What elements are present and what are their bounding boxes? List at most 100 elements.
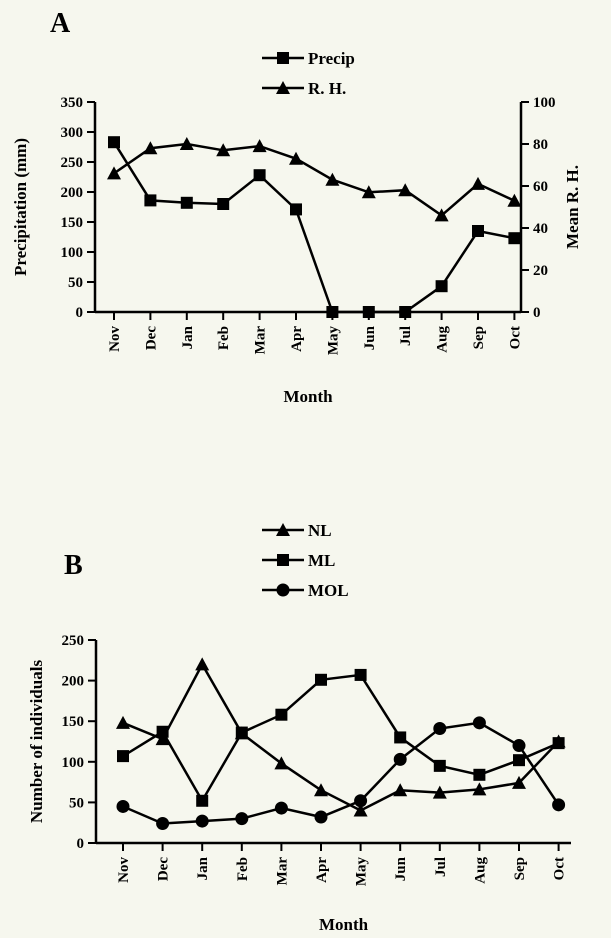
x-tick-label: Aug bbox=[472, 857, 488, 884]
data-point bbox=[435, 280, 448, 293]
legend-marker bbox=[277, 52, 289, 64]
legend: Precip R. H. bbox=[262, 49, 355, 98]
data-point bbox=[362, 306, 375, 318]
data-point bbox=[471, 176, 485, 190]
legend-label: R. H. bbox=[308, 79, 346, 98]
data-point bbox=[253, 169, 266, 182]
x-tick-label: Mar bbox=[274, 857, 290, 886]
x-tick-label: Mar bbox=[253, 326, 269, 355]
y2-tick-label: 80 bbox=[533, 137, 548, 153]
x-tick-label: Apr bbox=[314, 857, 330, 883]
x-tick-label: Nov bbox=[116, 857, 132, 883]
y-tick-label: 0 bbox=[76, 305, 84, 321]
data-point bbox=[180, 196, 193, 209]
data-point bbox=[472, 716, 486, 730]
data-point bbox=[196, 794, 209, 807]
x-tick-label: May bbox=[354, 857, 370, 887]
y-tick-label: 100 bbox=[61, 245, 84, 261]
x-tick-label: Feb bbox=[235, 857, 251, 881]
data-point bbox=[398, 183, 413, 197]
data-point bbox=[144, 194, 157, 207]
data-point bbox=[155, 732, 170, 746]
data-point bbox=[432, 785, 447, 799]
data-point bbox=[512, 775, 526, 789]
x-tick-label: May bbox=[325, 326, 341, 356]
y2-tick-label: 20 bbox=[533, 263, 548, 279]
y-tick-label: 50 bbox=[69, 795, 84, 811]
data-point bbox=[143, 141, 158, 155]
data-point bbox=[116, 799, 130, 813]
y-tick-label: 200 bbox=[61, 185, 84, 201]
y-axis-title: Number of individuals bbox=[27, 660, 46, 824]
data-point bbox=[275, 708, 288, 721]
data-point bbox=[326, 306, 339, 318]
legend-marker bbox=[277, 554, 289, 566]
x-tick-label: Jul bbox=[398, 326, 414, 346]
data-point bbox=[274, 756, 289, 770]
data-point bbox=[393, 783, 408, 797]
data-point bbox=[361, 185, 376, 199]
series-line bbox=[113, 142, 515, 217]
data-point bbox=[116, 715, 130, 729]
data-point bbox=[179, 137, 194, 150]
x-tick-label: Aug bbox=[435, 326, 451, 353]
x-tick-label: Sep bbox=[471, 326, 487, 349]
data-point bbox=[325, 172, 340, 186]
series-line bbox=[112, 141, 515, 314]
data-point bbox=[434, 208, 449, 222]
data-point bbox=[216, 143, 231, 157]
data-point bbox=[117, 750, 129, 763]
series-ml bbox=[117, 668, 565, 807]
data-point bbox=[156, 725, 169, 738]
y2-axis-title: Mean R. H. bbox=[563, 165, 582, 249]
x-tick-label: Jul bbox=[433, 857, 449, 877]
x-axis-title: Month bbox=[283, 387, 333, 406]
series-line bbox=[122, 721, 560, 825]
data-point bbox=[314, 810, 328, 824]
legend-marker bbox=[276, 583, 290, 597]
data-point bbox=[473, 768, 486, 781]
data-point bbox=[217, 198, 230, 210]
data-point bbox=[289, 151, 303, 165]
y-axis-title: Precipitation (mm) bbox=[11, 138, 30, 276]
data-point bbox=[107, 166, 121, 180]
data-point bbox=[195, 657, 210, 671]
data-point bbox=[552, 737, 565, 750]
legend-label: Precip bbox=[308, 49, 355, 68]
data-point bbox=[399, 306, 412, 318]
panel-letter: A bbox=[50, 8, 71, 39]
legend-label: ML bbox=[308, 551, 335, 570]
data-point bbox=[274, 801, 288, 815]
x-tick-label: Feb bbox=[216, 326, 232, 350]
data-point bbox=[512, 739, 526, 753]
y2-tick-label: 100 bbox=[533, 95, 556, 111]
legend-marker bbox=[276, 81, 290, 94]
data-point bbox=[252, 139, 267, 153]
data-point bbox=[314, 783, 328, 797]
data-point bbox=[315, 673, 327, 686]
data-point bbox=[108, 136, 120, 149]
y-tick-label: 200 bbox=[62, 674, 85, 690]
x-tick-label: Dec bbox=[156, 857, 172, 881]
x-tick-label: Nov bbox=[107, 326, 123, 352]
legend-label: NL bbox=[308, 521, 332, 540]
data-point bbox=[354, 668, 367, 681]
data-point bbox=[235, 812, 249, 826]
y-tick-label: 50 bbox=[68, 275, 83, 291]
data-point bbox=[156, 817, 170, 831]
y-tick-label: 150 bbox=[61, 215, 84, 231]
legend: NL ML MOL bbox=[262, 521, 349, 600]
data-point bbox=[513, 754, 525, 767]
y-tick-label: 250 bbox=[62, 633, 85, 649]
series-line bbox=[122, 673, 560, 804]
y-tick-label: 250 bbox=[61, 155, 84, 171]
y2-tick-label: 60 bbox=[533, 179, 548, 195]
panel-letter: B bbox=[64, 550, 83, 581]
data-point bbox=[472, 225, 484, 237]
x-tick-label: Dec bbox=[143, 326, 159, 350]
data-point bbox=[235, 726, 248, 739]
data-point bbox=[354, 794, 368, 808]
x-tick-label: Jan bbox=[195, 856, 211, 880]
x-axis-title: Month bbox=[319, 915, 369, 934]
